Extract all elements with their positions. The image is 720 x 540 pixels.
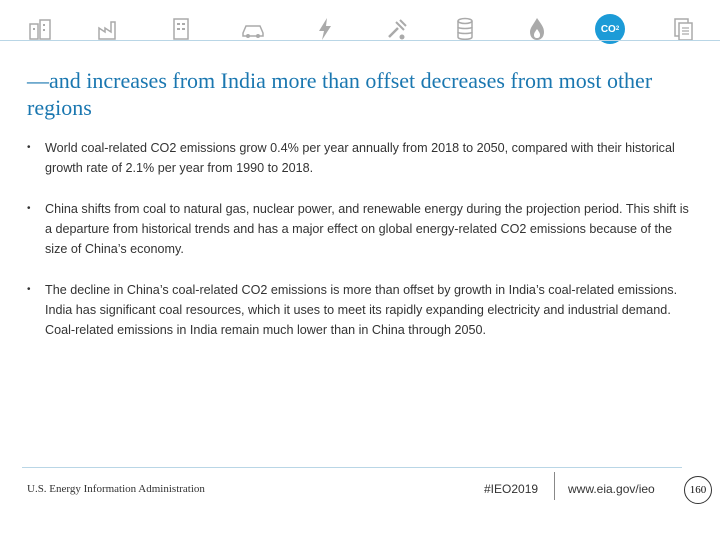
buildings-icon[interactable]	[27, 16, 53, 42]
page-number: 160	[684, 476, 712, 504]
bullet-item: • The decline in China’s coal-related CO2…	[27, 280, 697, 340]
bullet-item: • China shifts from coal to natural gas, …	[27, 199, 697, 259]
header-divider	[0, 40, 720, 41]
barrel-icon[interactable]	[452, 16, 478, 42]
bullet-marker: •	[27, 203, 31, 214]
co2-subscript: 2	[615, 26, 620, 32]
bullet-marker: •	[27, 142, 31, 153]
industry-icon[interactable]	[96, 16, 122, 42]
icon-bar: CO 2	[0, 0, 720, 60]
bullet-text: The decline in China’s coal-related CO2 …	[45, 283, 678, 337]
slide-title: —and increases from India more than offs…	[27, 68, 653, 120]
flame-icon[interactable]	[524, 16, 550, 42]
document-icon[interactable]	[670, 16, 696, 42]
bullet-text: World coal-related CO2 emissions grow 0.…	[45, 141, 675, 175]
co2-icon[interactable]: CO 2	[595, 14, 625, 44]
bullet-text: China shifts from coal to natural gas, n…	[45, 202, 689, 256]
bullet-list: • World coal-related CO2 emissions grow 0…	[27, 138, 697, 361]
bullet-item: • World coal-related CO2 emissions grow 0…	[27, 138, 697, 178]
lightning-icon[interactable]	[312, 16, 338, 42]
footer-hashtag[interactable]: #IEO2019	[484, 482, 539, 496]
car-icon[interactable]	[240, 16, 266, 42]
co2-label: CO	[600, 23, 616, 35]
footer-divider	[22, 467, 682, 468]
footer-url[interactable]: www.eia.gov/ieo	[568, 482, 655, 496]
building-icon[interactable]	[168, 16, 194, 42]
footer-org: U.S. Energy Information Administration	[27, 483, 205, 495]
bullet-marker: •	[27, 284, 31, 295]
drill-icon[interactable]	[384, 16, 410, 42]
footer-separator	[554, 472, 555, 500]
